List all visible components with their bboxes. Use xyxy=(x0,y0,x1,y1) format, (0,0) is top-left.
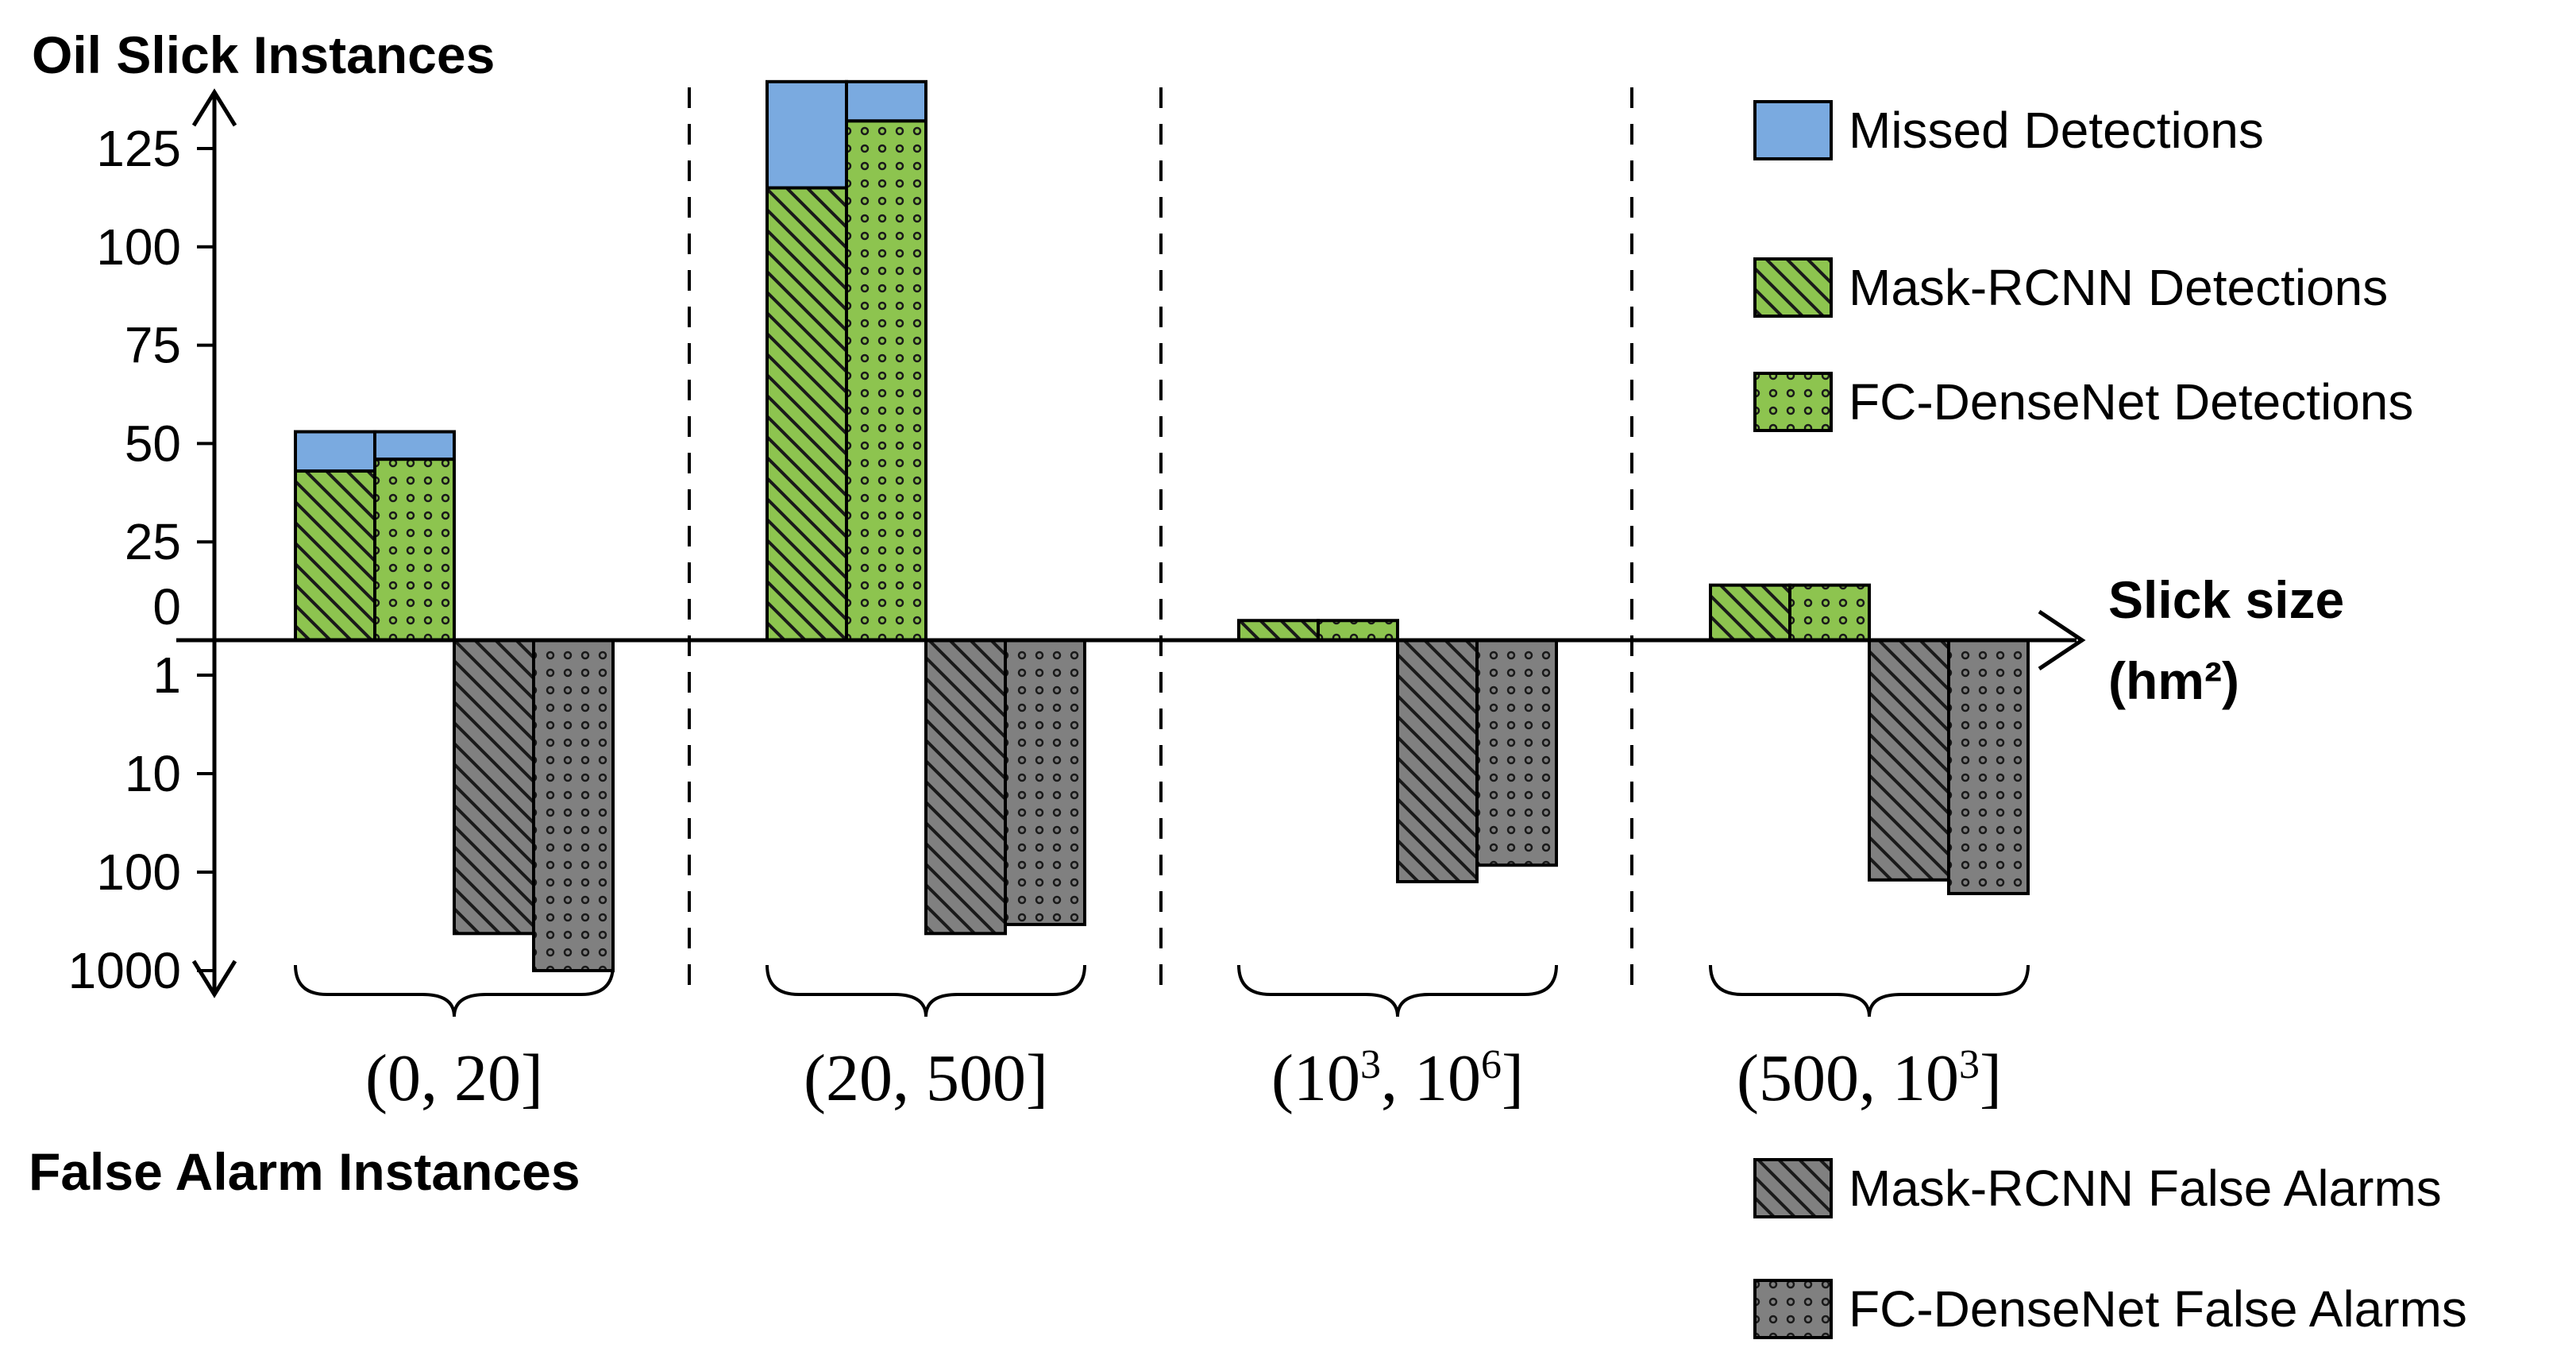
category-label: (500, 103] xyxy=(1737,1041,2002,1115)
legend-label-mask-det: Mask-RCNN Detections xyxy=(1849,259,2388,316)
bar-fc-densenet-false-alarms xyxy=(1004,639,1086,926)
bar-missed-mask-rcnn xyxy=(294,430,376,473)
x-axis-label-line2: (hm²) xyxy=(2108,651,2239,710)
category-labels: (0, 20] (20, 500] (103, 106] (500, 103] xyxy=(365,1041,2002,1115)
y-tick-label-upper: 0 xyxy=(152,578,181,635)
bar-mask-rcnn-false-alarms xyxy=(1868,639,1950,882)
y-tick-label-upper: 75 xyxy=(125,317,181,374)
bar-missed-fc-densenet xyxy=(845,79,927,123)
legend-swatch-mask-rcnn-false-alarms xyxy=(1753,1158,1833,1218)
bar-mask-rcnn-detections xyxy=(1237,619,1320,642)
category-brace xyxy=(294,964,615,1017)
group-separators xyxy=(688,87,1633,993)
y-tick-label-lower: 1000 xyxy=(68,942,181,999)
chart-title-top: Oil Slick Instances xyxy=(32,25,495,84)
category-label: (103, 106] xyxy=(1271,1041,1524,1115)
category-brace xyxy=(1709,964,2030,1017)
legend-label-missed: Missed Detections xyxy=(1849,102,2264,159)
legend-swatch-fc-densenet-detections xyxy=(1753,372,1833,432)
y-axis-arrowhead-top xyxy=(191,88,237,127)
bar-mask-rcnn-false-alarms xyxy=(1396,639,1479,884)
legend-label-fc-det: FC-DenseNet Detections xyxy=(1849,373,2413,431)
category-label: (0, 20] xyxy=(365,1041,543,1115)
bar-mask-rcnn-false-alarms xyxy=(453,639,535,936)
bar-fc-densenet-detections xyxy=(373,458,456,643)
y-tick-label-upper: 50 xyxy=(125,415,181,472)
y-tick-label-upper: 25 xyxy=(125,513,181,570)
axes xyxy=(176,88,2086,998)
bar-mask-rcnn-false-alarms xyxy=(924,639,1007,936)
bar-fc-densenet-detections xyxy=(1788,583,1871,642)
bar-fc-densenet-false-alarms xyxy=(1947,639,2030,895)
legend-swatch-missed-detections xyxy=(1753,100,1833,160)
bar-fc-densenet-false-alarms xyxy=(532,639,615,972)
legend-label-mask-fa: Mask-RCNN False Alarms xyxy=(1849,1160,2442,1217)
legend-swatch-fc-densenet-false-alarms xyxy=(1753,1279,1833,1339)
bars xyxy=(294,79,2030,972)
category-brace xyxy=(765,964,1086,1017)
bar-fc-densenet-detections xyxy=(1317,619,1399,642)
y-tick-label-lower: 1 xyxy=(152,647,181,704)
bar-mask-rcnn-detections xyxy=(294,469,376,643)
bar-fc-densenet-false-alarms xyxy=(1475,639,1558,867)
y-tick-label-upper: 125 xyxy=(96,120,181,177)
bar-missed-fc-densenet xyxy=(373,430,456,461)
y-tick-label-lower: 10 xyxy=(125,745,181,802)
legend: Missed Detections Mask-RCNN Detections FC-… xyxy=(1753,100,2467,1339)
bar-missed-mask-rcnn xyxy=(765,79,848,190)
x-axis-label-line1: Slick size xyxy=(2108,570,2344,629)
bar-mask-rcnn-detections xyxy=(765,186,848,642)
bar-mask-rcnn-detections xyxy=(1709,583,1791,642)
category-braces xyxy=(294,964,2030,1017)
chart-title-bottom: False Alarm Instances xyxy=(29,1142,580,1201)
legend-swatch-mask-rcnn-detections xyxy=(1753,257,1833,318)
y-tick-label-lower: 100 xyxy=(96,844,181,901)
category-brace xyxy=(1237,964,1558,1017)
category-label: (20, 500] xyxy=(804,1041,1048,1115)
legend-label-fc-fa: FC-DenseNet False Alarms xyxy=(1849,1280,2467,1338)
x-axis-arrowhead xyxy=(2038,609,2086,671)
bar-fc-densenet-detections xyxy=(845,119,927,642)
y-tick-label-upper: 100 xyxy=(96,218,181,276)
y-ticks: 0 25 50 75 100 125 1 10 100 1000 xyxy=(68,120,214,999)
